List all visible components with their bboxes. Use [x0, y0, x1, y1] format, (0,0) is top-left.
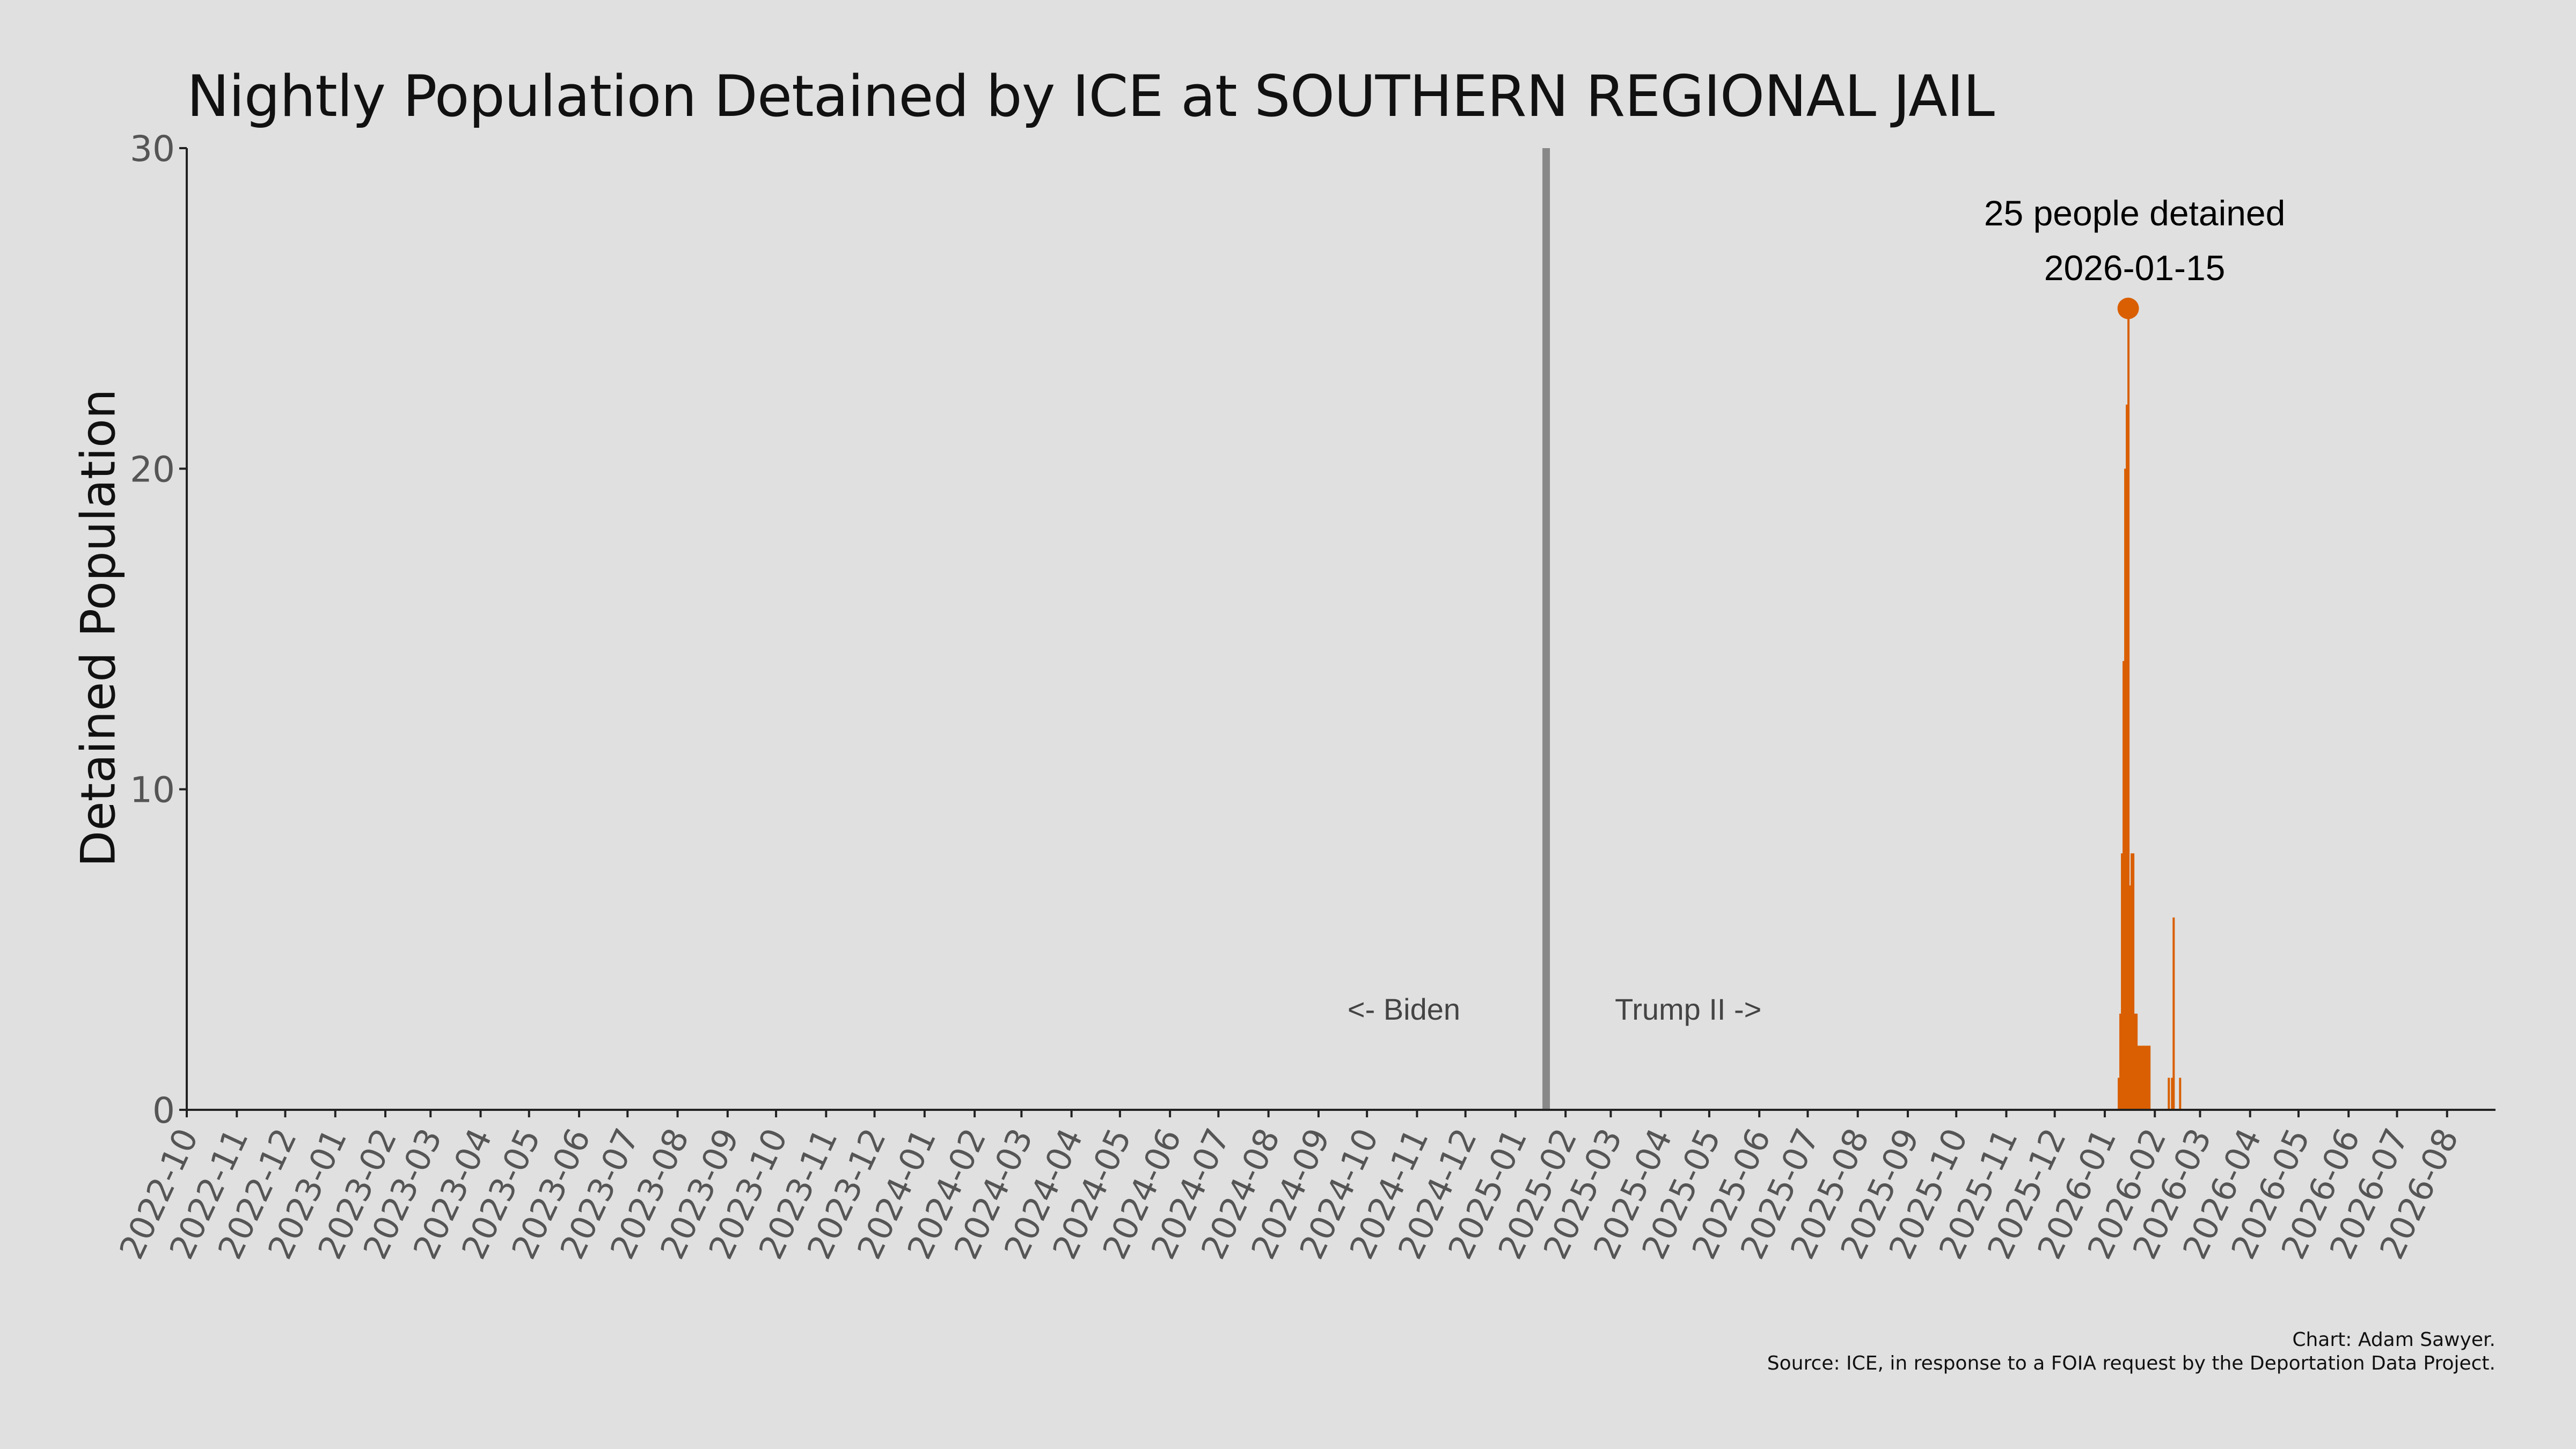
y-tick-label: 30: [130, 128, 175, 170]
peak-marker: [2117, 297, 2139, 319]
peak-annotation-value: 25 people detained: [1984, 193, 2286, 233]
bar: [2129, 885, 2132, 1110]
bar: [2142, 1045, 2145, 1110]
chart-title: Nightly Population Detained by ICE at SO…: [187, 63, 1995, 129]
bar: [2139, 1045, 2141, 1110]
bar: [2124, 469, 2127, 1110]
bar: [2147, 1045, 2149, 1110]
bar: [2135, 1013, 2138, 1110]
bar: [2168, 1078, 2170, 1110]
bar: [2148, 1045, 2151, 1110]
y-tick-label: 10: [130, 770, 175, 811]
bar: [2121, 853, 2124, 1110]
bar: [2118, 1078, 2120, 1110]
credit-author: Chart: Adam Sawyer.: [2292, 1329, 2496, 1351]
y-tick-label: 20: [130, 449, 175, 490]
bar: [2131, 853, 2133, 1110]
bar: [2134, 1013, 2136, 1110]
bar: [2132, 853, 2135, 1110]
bar: [2145, 1045, 2148, 1110]
bar: [2123, 661, 2125, 1110]
peak-annotation-date: 2026-01-15: [2044, 248, 2226, 288]
bar: [2172, 917, 2175, 1110]
y-tick-label: 0: [152, 1090, 175, 1131]
bar: [2143, 1045, 2146, 1110]
bar: [2119, 1013, 2122, 1110]
divider-right-label: Trump II ->: [1615, 992, 1761, 1026]
divider-left-label: <- Biden: [1348, 992, 1460, 1026]
bar: [2137, 1045, 2140, 1110]
bar: [2171, 1078, 2174, 1110]
bar: [2179, 1078, 2182, 1110]
bar: [2126, 404, 2128, 1110]
bar: [2140, 1045, 2143, 1110]
credit-source: Source: ICE, in response to a FOIA reque…: [1767, 1352, 2496, 1374]
bar: [2127, 308, 2130, 1110]
